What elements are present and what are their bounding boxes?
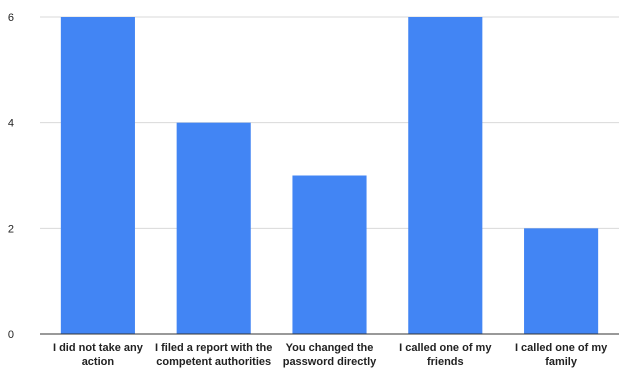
bars: [60, 17, 599, 335]
x-tick-label: I filed a report with the competent autho…: [155, 342, 272, 368]
y-tick-label: 6: [8, 12, 14, 24]
x-tick-label: I did not take any action: [53, 342, 144, 368]
x-axis-labels: I did not take any action I filed a report…: [53, 342, 608, 368]
bar: [524, 228, 599, 334]
y-tick-label: 4: [8, 118, 14, 130]
y-tick-label: 0: [8, 329, 14, 341]
bar: [176, 122, 251, 335]
x-tick-label: I called one of my friends: [399, 342, 492, 368]
bar: [408, 17, 483, 334]
y-tick-label: 2: [8, 223, 14, 235]
bar: [292, 175, 367, 334]
y-axis-ticks: 0 2 4 6: [8, 12, 14, 341]
bar: [60, 17, 135, 334]
x-tick-label: I called one of my family: [515, 342, 608, 368]
x-tick-label: You changed the password directly: [283, 342, 377, 368]
